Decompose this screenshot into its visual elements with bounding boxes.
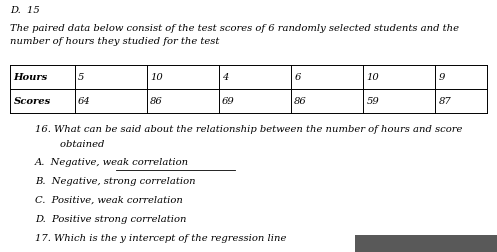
Text: 9: 9 [438, 73, 445, 82]
Text: A.  Negative, weak correlation: A. Negative, weak correlation [35, 158, 189, 166]
Text: 17. Which is the y intercept of the regression line: 17. Which is the y intercept of the regr… [35, 233, 286, 242]
Text: Hours: Hours [13, 73, 48, 82]
Text: 86: 86 [294, 97, 307, 106]
Text: 5: 5 [78, 73, 84, 82]
Text: obtained: obtained [35, 140, 104, 149]
Text: 87: 87 [438, 97, 451, 106]
Text: C.  Positive, weak correlation: C. Positive, weak correlation [35, 195, 183, 204]
Text: 16. What can be said about the relationship between the number of hours and scor: 16. What can be said about the relations… [35, 125, 462, 134]
Text: Scores: Scores [13, 97, 51, 106]
Text: 64: 64 [78, 97, 91, 106]
Text: D.  15: D. 15 [10, 6, 40, 15]
Text: B.  Negative, strong correlation: B. Negative, strong correlation [35, 176, 195, 185]
Text: The paired data below consist of the test scores of 6 randomly selected students: The paired data below consist of the tes… [10, 24, 459, 33]
Text: D.  Positive strong correlation: D. Positive strong correlation [35, 214, 186, 223]
Text: 10: 10 [150, 73, 163, 82]
Text: number of hours they studied for the test: number of hours they studied for the tes… [10, 37, 219, 46]
Text: 59: 59 [366, 97, 379, 106]
FancyBboxPatch shape [355, 235, 497, 252]
Text: 6: 6 [294, 73, 301, 82]
Text: 10: 10 [366, 73, 379, 82]
Text: 69: 69 [222, 97, 235, 106]
Text: 4: 4 [222, 73, 229, 82]
Text: 86: 86 [150, 97, 163, 106]
